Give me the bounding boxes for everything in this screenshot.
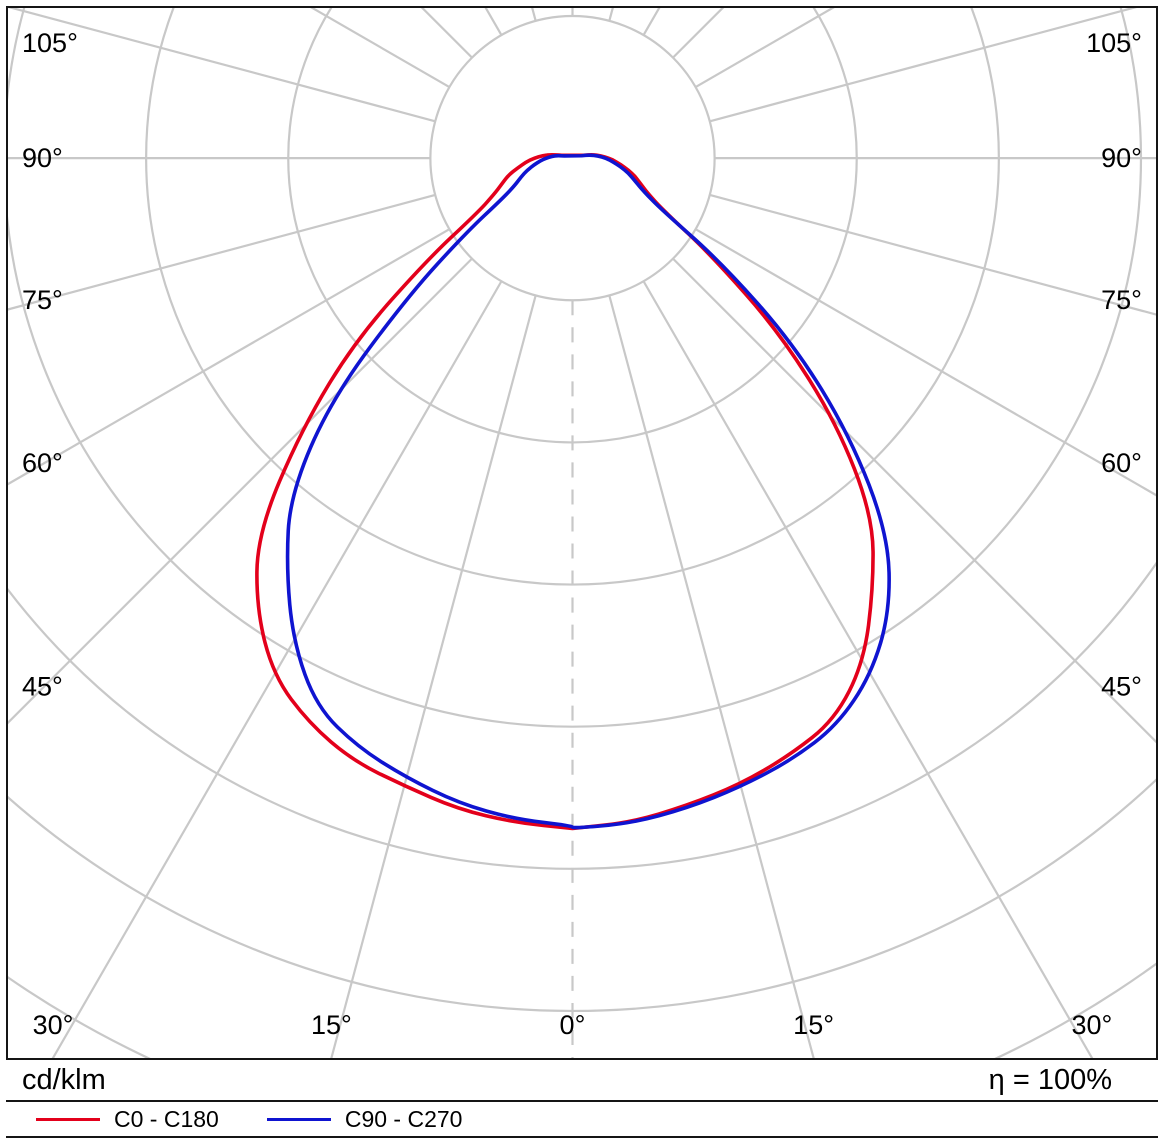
angle-label: 30° (33, 1010, 74, 1040)
grid-radial-line (672, 257, 1156, 744)
grid-radial-line (695, 228, 1156, 497)
angle-label: 15° (793, 1010, 834, 1040)
grid-radial-line (8, 8, 436, 123)
angle-label: 0° (560, 1010, 586, 1040)
angle-label: 75° (22, 285, 63, 315)
grid-ring (429, 14, 716, 302)
legend-item-c90-c270: C90 - C270 (266, 1105, 463, 1133)
polar-grid (8, 8, 1156, 1058)
grid-radial-line (709, 8, 1137, 123)
grid-radial-line (8, 257, 473, 725)
grid-radial-line (531, 8, 537, 22)
angle-label: 60° (1101, 448, 1142, 478)
grid-ring (8, 8, 1142, 728)
legend-line-red (36, 1117, 100, 1121)
polar-intensity-chart: 105° 105° 90° 90° 75° 75° 60° 60° 45° 45° 30° 30° 15… (8, 8, 1156, 1058)
curve-c90-c270 (285, 153, 891, 830)
angle-label: 75° (1101, 285, 1142, 315)
legend-label-c0-c180: C0 - C180 (114, 1105, 219, 1132)
angle-label: 30° (1072, 1010, 1113, 1040)
angle-labels: 105° 105° 90° 90° 75° 75° 60° 60° 45° 45° 30° 30° 15… (22, 28, 1142, 1040)
chart-footer: cd/klm η = 100% C0 - C180 C90 - C270 (6, 1060, 1158, 1138)
units-label: cd/klm (22, 1063, 106, 1096)
legend-line-blue (266, 1117, 331, 1121)
grid-radial-line (608, 8, 614, 22)
grid-ring (287, 8, 858, 444)
grid-radial-line (642, 280, 1094, 1058)
angle-label: 105° (22, 28, 78, 58)
efficiency-label: η = 100% (988, 1063, 1112, 1096)
footer-info-row: cd/klm η = 100% (6, 1060, 1158, 1102)
angle-label: 45° (22, 672, 63, 702)
angle-label: 90° (22, 143, 63, 173)
angle-label: 105° (1086, 28, 1142, 58)
grid-radial-line (608, 295, 815, 1058)
angle-label: 60° (22, 448, 63, 478)
legend-label-c90-c270: C90 - C270 (344, 1105, 463, 1132)
legend: C0 - C180 C90 - C270 (6, 1102, 1158, 1136)
polar-chart-frame: 105° 105° 90° 90° 75° 75° 60° 60° 45° 45° 30° 30° 15… (6, 6, 1158, 1060)
grid-ring (8, 962, 1156, 1058)
angle-label: 45° (1101, 672, 1142, 702)
grid-radial-line (672, 8, 725, 59)
grid-radial-line (709, 193, 1156, 316)
grid-radial-line (330, 295, 537, 1058)
grid-radial-line (51, 280, 503, 1058)
grid-radial-line (8, 193, 436, 311)
grid-radial-line (8, 228, 450, 486)
grid-ring (8, 561, 1156, 870)
angle-label: 15° (311, 1010, 352, 1040)
legend-item-c0-c180: C0 - C180 (36, 1106, 219, 1133)
angle-label: 90° (1101, 143, 1142, 173)
